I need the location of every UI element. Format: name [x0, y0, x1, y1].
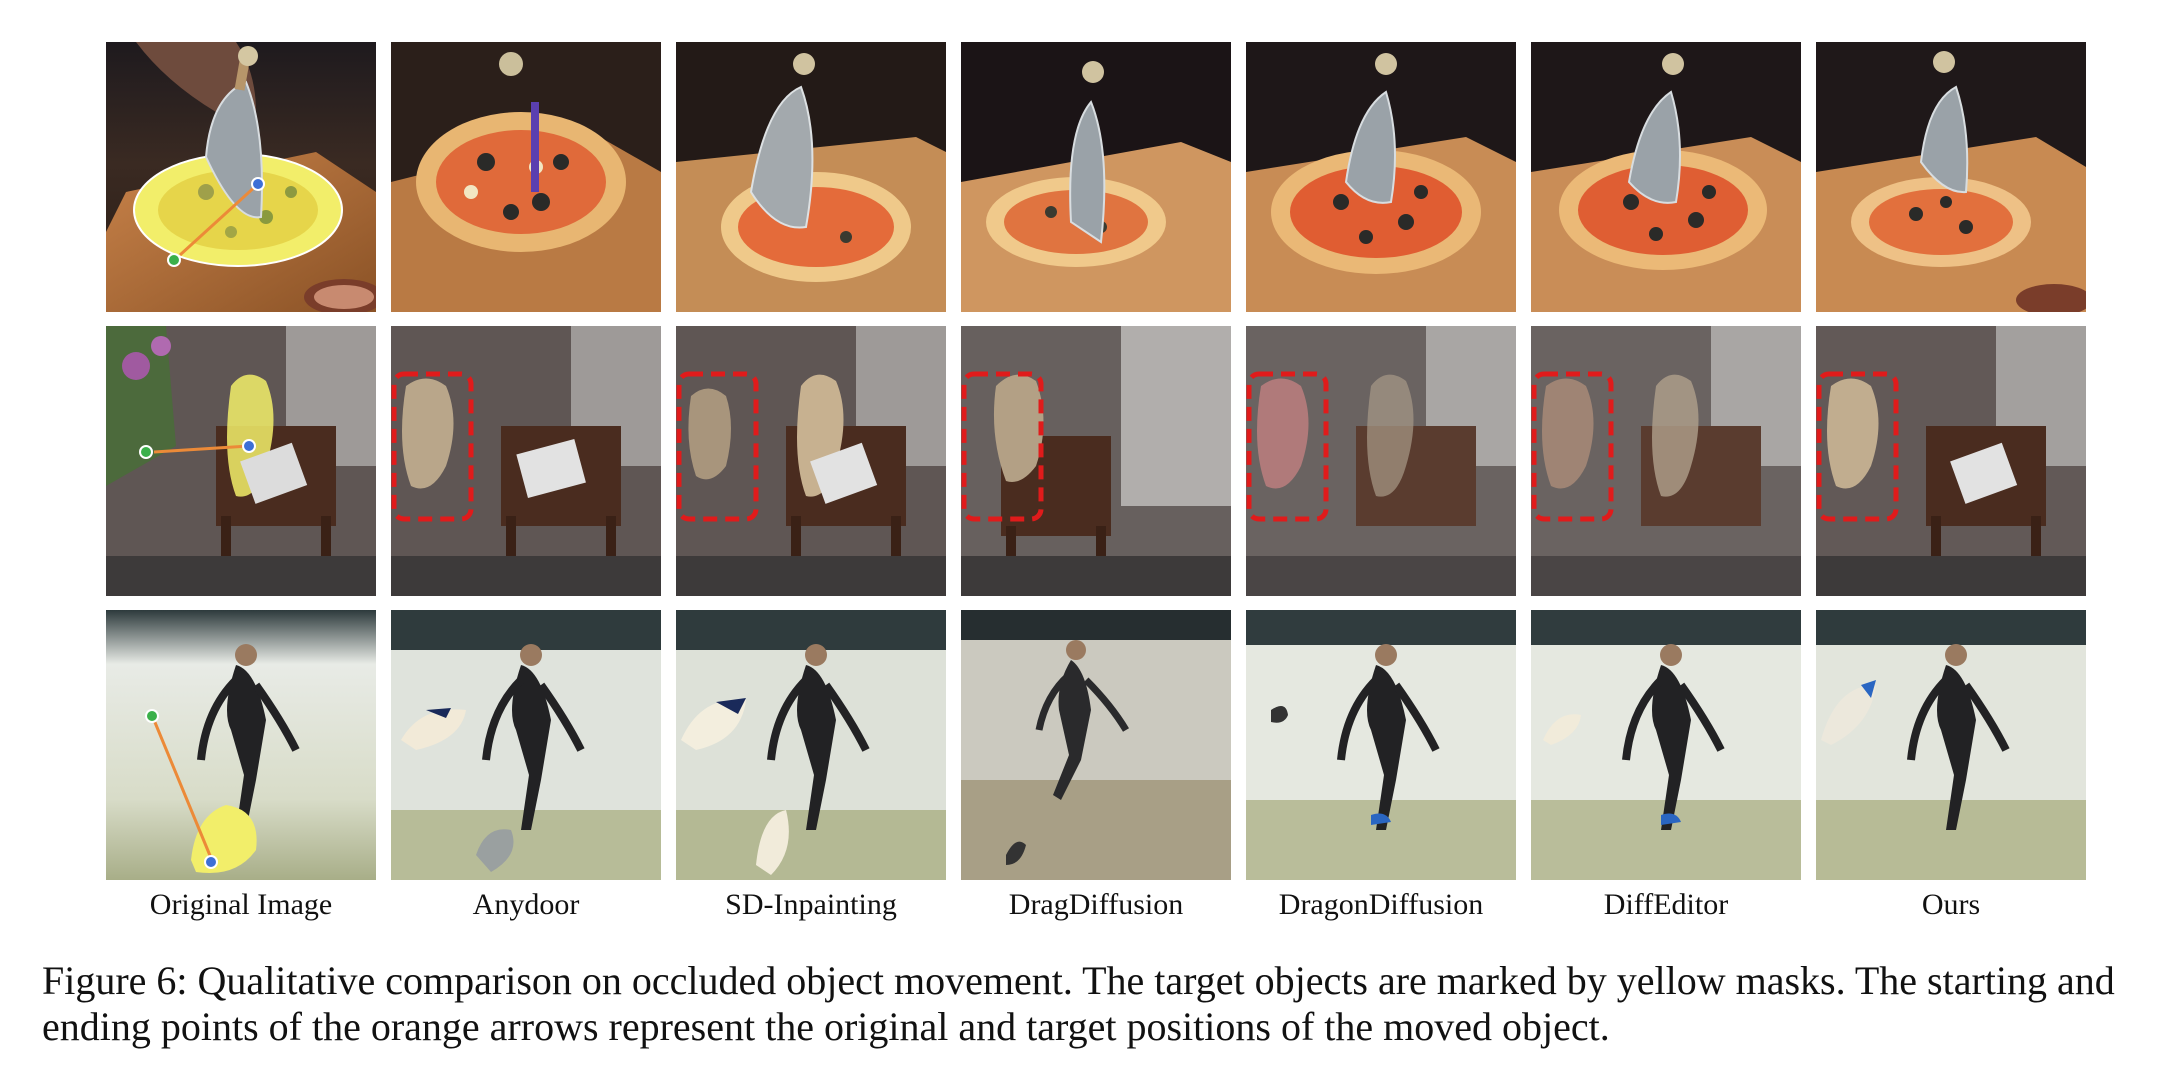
column-label-sd-inpainting: SD-Inpainting [725, 888, 897, 921]
figure-caption: Figure 6: Qualitative comparison on occl… [42, 958, 2115, 1049]
end-point-icon [145, 709, 159, 723]
highlight-box [961, 371, 1044, 522]
column-label-anydoor: Anydoor [472, 888, 580, 921]
end-point-icon [139, 445, 153, 459]
bear-sd-inpainting-image [676, 326, 946, 596]
surf-sd-inpainting-image [676, 610, 946, 880]
bear-ours-image [1816, 326, 2086, 596]
column-label-ours: Ours [1921, 888, 1981, 921]
end-point-icon [167, 253, 181, 267]
start-point-icon [242, 439, 256, 453]
column-label-dragondiffusion: DragonDiffusion [1278, 888, 1484, 921]
pizza-original-picture [106, 42, 376, 312]
surf-dragdiffusion-image [961, 610, 1231, 880]
surf-dragondiffusion-image [1246, 610, 1516, 880]
column-label-original: Original Image [149, 888, 333, 921]
pizza-original-image [106, 42, 376, 312]
bear-dragdiffusion-image [961, 326, 1231, 596]
bear-dragondiffusion-image [1246, 326, 1516, 596]
pizza-sd-inpainting-image [676, 42, 946, 312]
column-label-diffeditor: DiffEditor [1603, 888, 1729, 921]
highlight-box [1246, 371, 1329, 522]
surf-original-image [106, 610, 376, 880]
bear-diffeditor-image [1531, 326, 1801, 596]
highlight-box [676, 371, 759, 522]
surf-anydoor-image [391, 610, 661, 880]
pizza-dragondiffusion-image [1246, 42, 1516, 312]
start-point-icon [251, 177, 265, 191]
surf-diffeditor-image [1531, 610, 1801, 880]
start-point-icon [204, 855, 218, 869]
bear-original-image [106, 326, 376, 596]
column-label-dragdiffusion: DragDiffusion [1008, 888, 1184, 921]
highlight-box [1531, 371, 1614, 522]
highlight-box [1816, 371, 1899, 522]
surf-ours-image [1816, 610, 2086, 880]
pizza-diffeditor-image [1531, 42, 1801, 312]
highlight-box [391, 371, 474, 522]
comparison-grid [106, 42, 2086, 880]
pizza-ours-image [1816, 42, 2086, 312]
pizza-dragdiffusion-image [961, 42, 1231, 312]
pizza-anydoor-image [391, 42, 661, 312]
bear-anydoor-image [391, 326, 661, 596]
